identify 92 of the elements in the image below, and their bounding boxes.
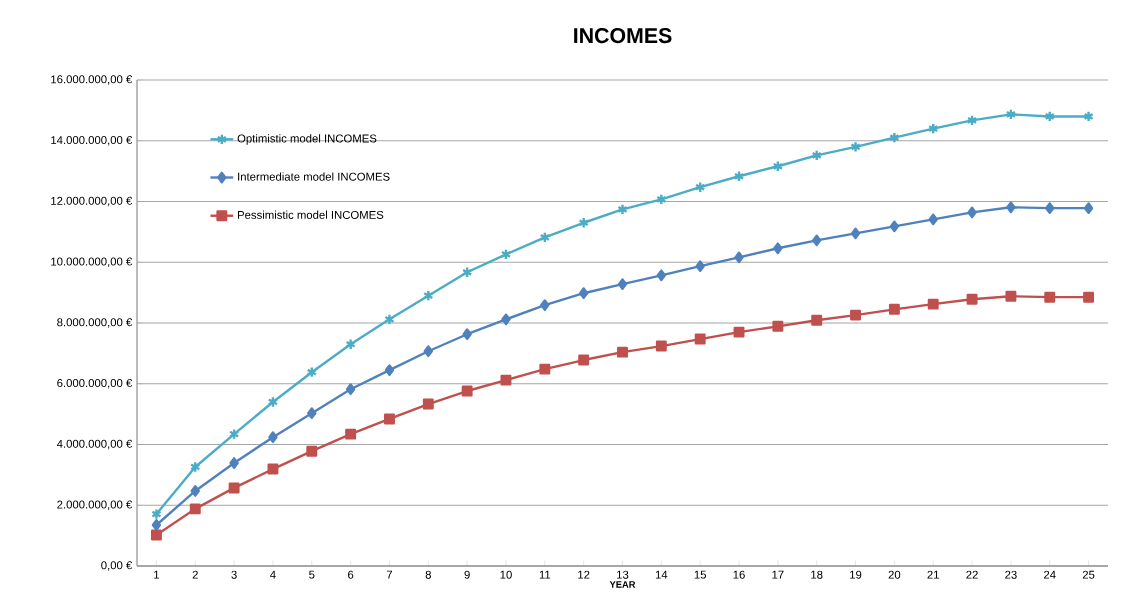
chart-title: INCOMES [574, 28, 672, 44]
point [1045, 202, 1055, 215]
point [423, 345, 433, 358]
x-tick-label: 17 [772, 570, 784, 579]
point [773, 242, 783, 255]
y-tick-label: 6.000.000,00 € [57, 379, 133, 389]
x-tick-label: 4 [270, 570, 276, 579]
x-tick-label: 12 [578, 570, 590, 579]
point [1005, 290, 1017, 302]
point [578, 287, 589, 300]
x-tick-label: 10 [500, 570, 512, 579]
x-tick-label: 15 [694, 570, 707, 579]
x-tick-label: 2 [192, 570, 198, 579]
point [694, 333, 706, 345]
point [927, 298, 939, 310]
point [656, 269, 667, 282]
point [617, 278, 628, 290]
x-tick-label: 13 [617, 570, 629, 579]
x-tick-label: 11 [539, 570, 551, 579]
x-tick-label: 3 [231, 570, 237, 579]
point [150, 529, 162, 541]
x-tick-label: 6 [348, 570, 354, 579]
point [1044, 291, 1056, 303]
point [695, 260, 705, 273]
point [151, 519, 162, 531]
point [617, 346, 628, 358]
x-tick-label: 14 [655, 570, 668, 579]
point [888, 303, 900, 315]
point [734, 251, 744, 264]
point [889, 220, 900, 233]
y-tick-label: 4.000.000,00 € [56, 439, 133, 450]
point [345, 383, 356, 396]
point [928, 213, 938, 226]
x-tick-label: 23 [1005, 570, 1017, 579]
point [151, 508, 162, 520]
point [1083, 291, 1095, 303]
point [189, 503, 201, 515]
y-tick-label: 16.000.000,00 € [51, 75, 133, 85]
point [462, 328, 472, 341]
point [422, 398, 434, 410]
point [540, 299, 550, 311]
point [811, 314, 823, 326]
y-tick-label: 0,00 € [101, 561, 133, 571]
point [501, 313, 511, 326]
legend-label: Pessimistic model INCOMES [238, 210, 384, 219]
x-tick-label: 7 [386, 570, 393, 579]
y-tick-label: 2.000.000,00 € [57, 500, 133, 510]
y-tick-label: 12.000.000,00 € [51, 196, 133, 207]
x-tick-label: 8 [425, 570, 431, 579]
point [578, 354, 590, 366]
point [1083, 202, 1094, 215]
y-tick-label: 8.000.000,00 € [57, 318, 133, 328]
x-tick-label: 16 [733, 570, 745, 579]
x-tick-label: 1 [154, 570, 160, 579]
point [500, 374, 512, 386]
point [228, 482, 240, 494]
point [190, 485, 200, 497]
point [966, 293, 978, 305]
y-tick-label: 10.000.000,00 € [51, 257, 133, 267]
legend-label: Optimistic model INCOMES [237, 134, 377, 145]
point [384, 364, 395, 376]
point [655, 340, 667, 352]
x-tick-label: 20 [888, 570, 901, 579]
x-tick-label: 25 [1082, 570, 1095, 579]
x-tick-label: 18 [811, 570, 823, 579]
y-tick-label: 14.000.000,00 € [51, 136, 133, 146]
point [384, 413, 395, 425]
point [345, 428, 357, 440]
point [268, 431, 278, 444]
point [229, 457, 239, 469]
point [812, 234, 822, 247]
point [539, 363, 551, 375]
x-tick-label: 21 [927, 570, 939, 579]
point [267, 396, 279, 408]
point [307, 407, 317, 420]
point [850, 227, 861, 240]
x-tick-label: 22 [966, 570, 978, 579]
legend-label: Intermediate model INCOMES [238, 172, 390, 181]
point [733, 326, 745, 338]
x-tick-label: 24 [1044, 570, 1056, 579]
x-axis-title: YEAR [609, 581, 636, 588]
x-tick-label: 5 [309, 570, 315, 579]
point [461, 385, 473, 397]
point [1006, 201, 1016, 214]
x-tick-label: 19 [850, 570, 862, 579]
x-tick-label: 9 [464, 570, 470, 579]
point [772, 320, 784, 332]
point [267, 463, 279, 475]
point [850, 309, 862, 321]
point [190, 461, 201, 473]
point [967, 206, 977, 219]
point [306, 445, 318, 457]
